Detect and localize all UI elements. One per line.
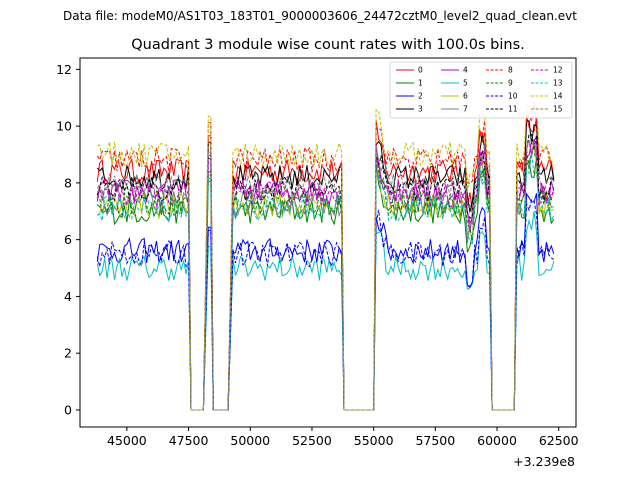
y-tick-label: 10 [56, 119, 72, 134]
chart-title: Quadrant 3 module wise count rates with … [131, 37, 525, 53]
series-line-10 [96, 199, 555, 411]
y-tick-label: 8 [64, 175, 72, 190]
x-tick-label: 60000 [477, 433, 517, 448]
legend-label-15: 15 [553, 105, 563, 114]
series-line-15 [96, 139, 555, 411]
x-tick-label: 52500 [292, 433, 332, 448]
legend-label-5: 5 [463, 79, 468, 88]
series-line-8 [96, 102, 555, 411]
x-tick-label: 57500 [415, 433, 455, 448]
legend-label-0: 0 [418, 66, 423, 75]
axes-frame [79, 57, 577, 428]
y-tick-label: 4 [64, 289, 72, 304]
x-offset-label: +3.239e8 [513, 454, 575, 469]
x-tick-label: 55000 [354, 433, 394, 448]
legend-label-14: 14 [553, 92, 563, 101]
y-tick-label: 0 [64, 402, 72, 417]
legend-label-11: 11 [508, 105, 518, 114]
x-tick-label: 45000 [107, 433, 147, 448]
legend-label-10: 10 [508, 92, 518, 101]
series-line-14 [97, 101, 555, 411]
plot-lines [96, 101, 555, 411]
legend-label-6: 6 [463, 92, 468, 101]
y-tick-label: 2 [64, 346, 72, 361]
y-axis: 0 2 4 6 8 10 12 [56, 62, 80, 417]
legend-label-9: 9 [508, 79, 513, 88]
legend-label-2: 2 [418, 92, 423, 101]
legend-label-7: 7 [463, 105, 468, 114]
legend-label-4: 4 [463, 66, 468, 75]
x-tick-label: 50000 [230, 433, 270, 448]
legend-label-8: 8 [508, 66, 513, 75]
x-axis: 45000 47500 50000 52500 55000 57500 60000 62500 [107, 427, 579, 448]
legend-box [389, 61, 573, 119]
legend-label-3: 3 [418, 105, 423, 114]
legend-label-1: 1 [418, 79, 423, 88]
data-file-suptitle: Data file: modeM0/AS1T03_183T01_90000036… [63, 9, 577, 23]
legend-label-13: 13 [553, 79, 563, 88]
y-tick-label: 12 [56, 62, 72, 77]
series-line-12 [96, 139, 555, 411]
series-line-13 [97, 153, 555, 411]
x-tick-label: 47500 [169, 433, 209, 448]
series-line-11 [96, 133, 555, 411]
y-tick-label: 6 [64, 232, 72, 247]
x-tick-label: 62500 [539, 433, 579, 448]
legend-label-12: 12 [553, 66, 563, 75]
